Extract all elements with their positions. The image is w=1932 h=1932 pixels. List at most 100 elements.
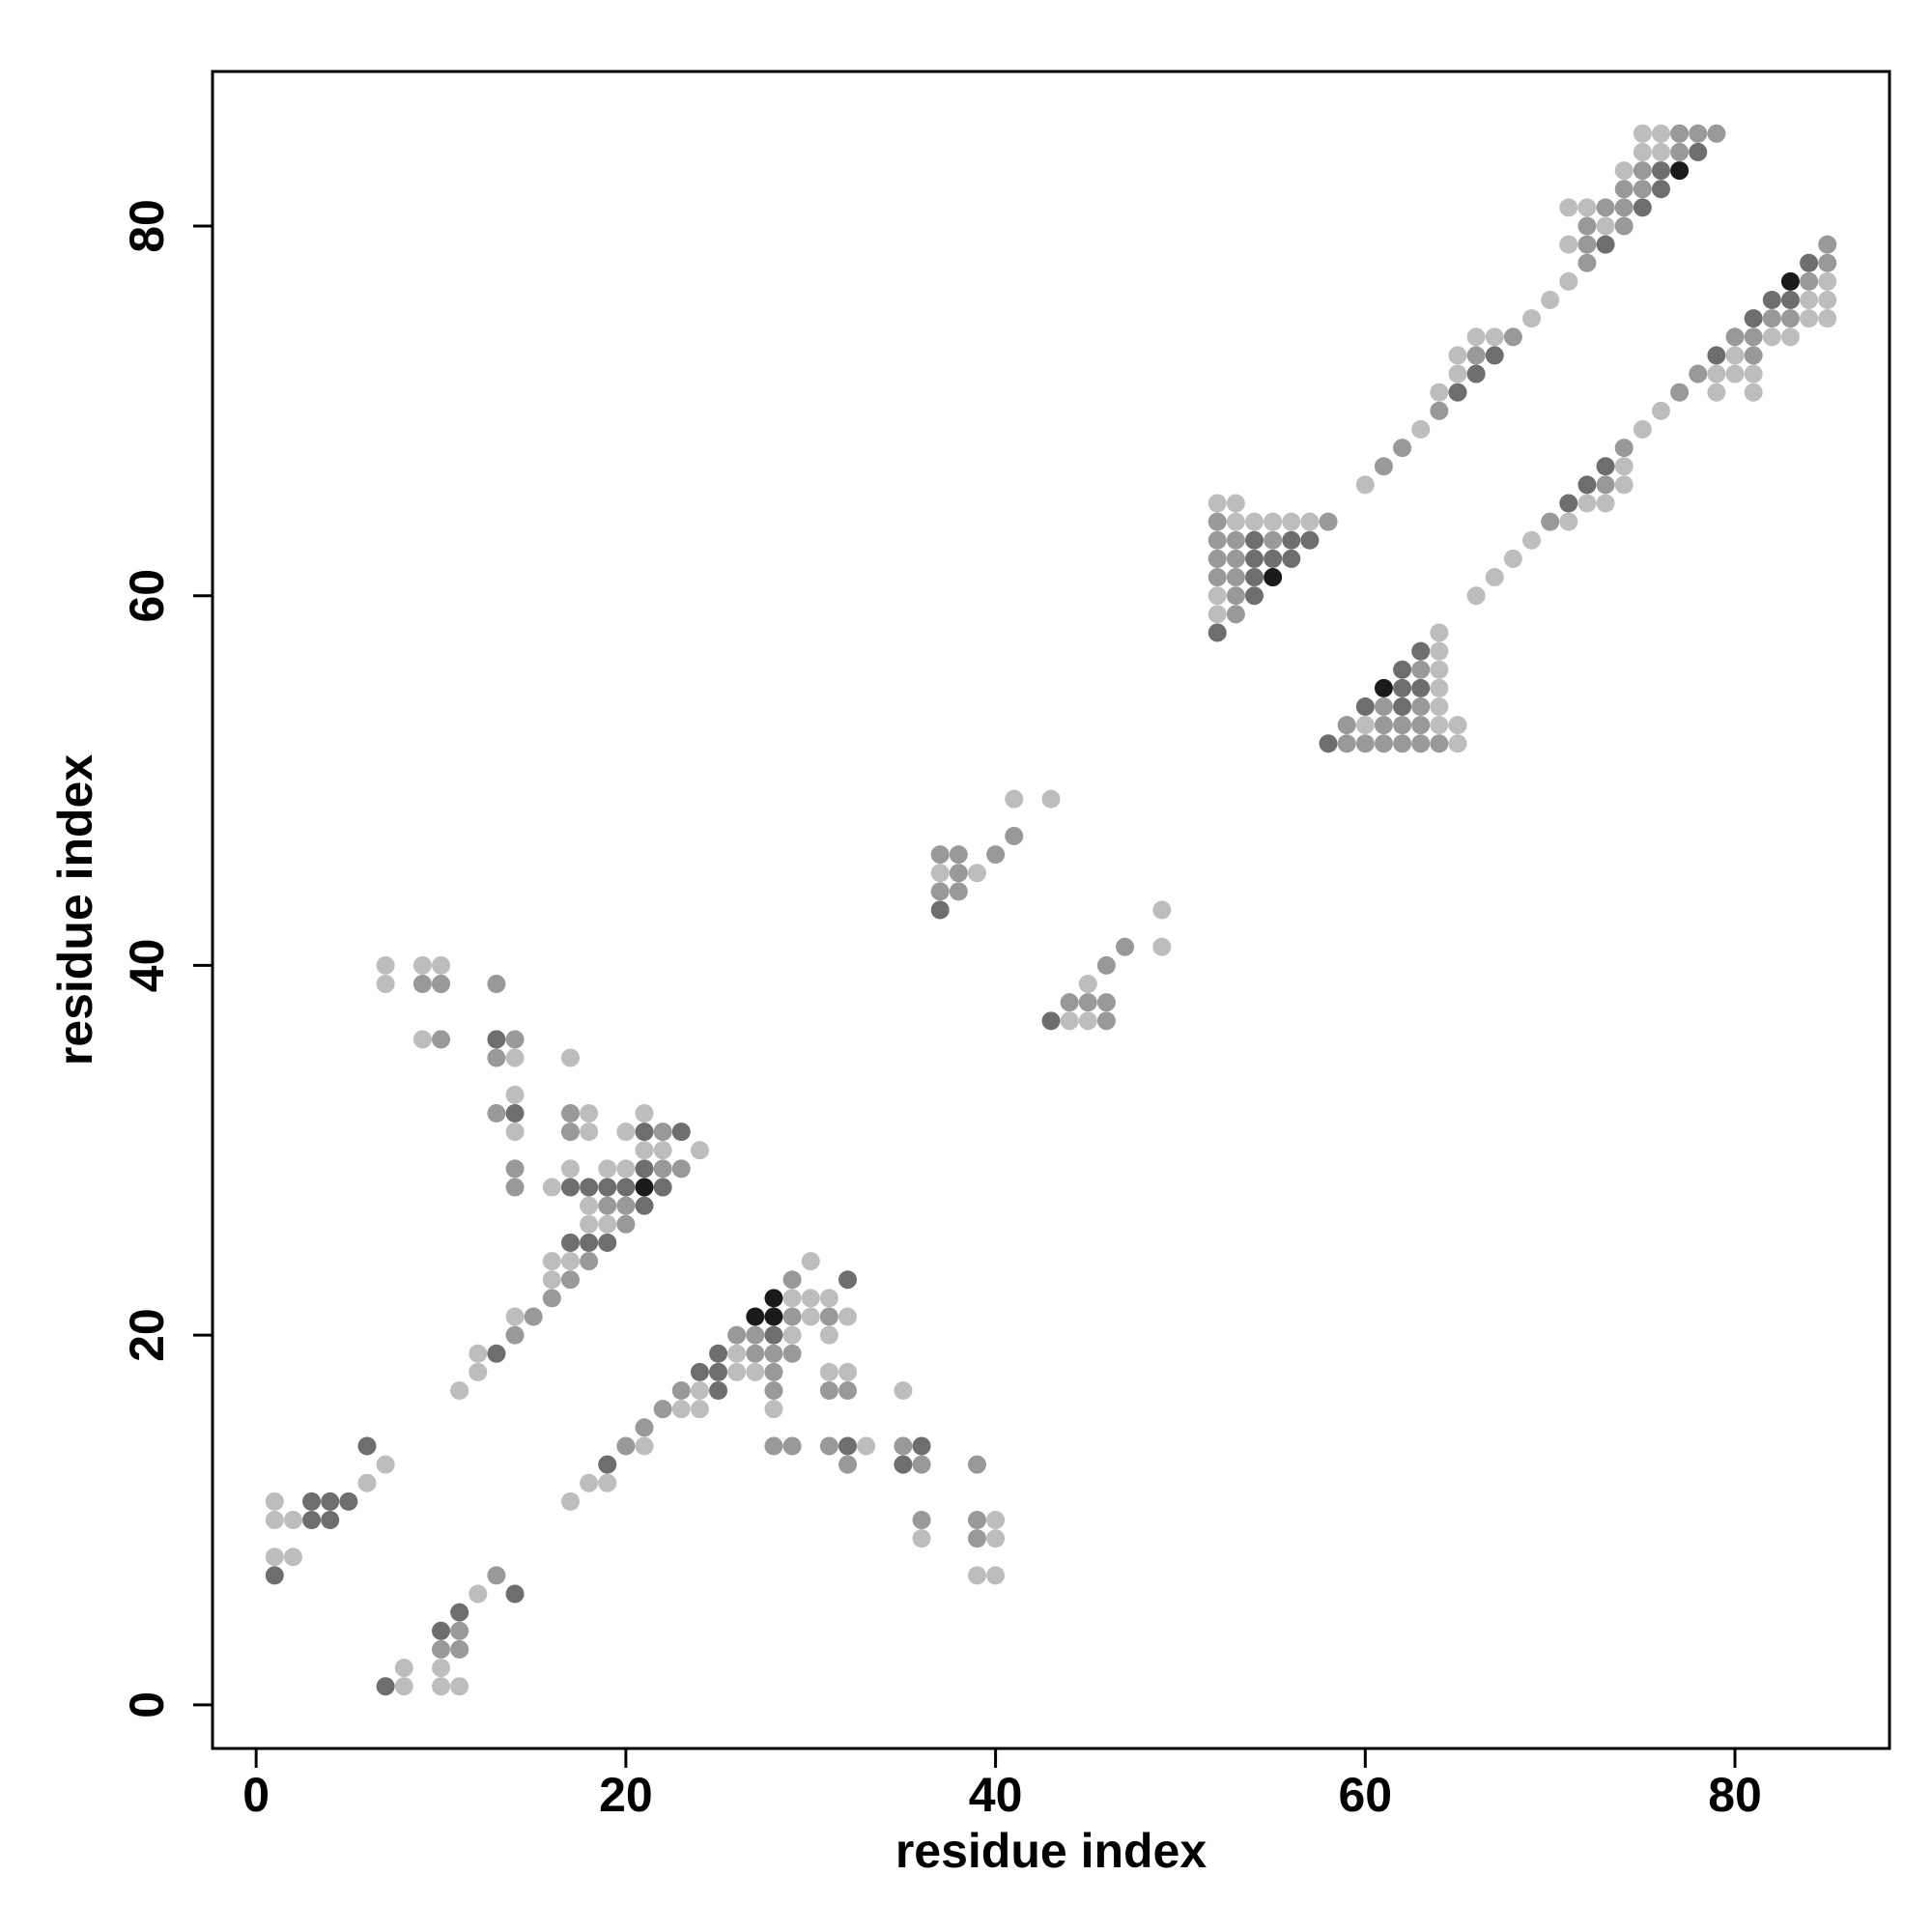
point (1282, 549, 1301, 568)
point (1355, 697, 1375, 717)
point (1393, 697, 1412, 717)
point (967, 1566, 986, 1585)
point (505, 1085, 525, 1104)
point (1430, 623, 1449, 642)
point (819, 1381, 838, 1401)
point (1152, 937, 1172, 956)
point (1282, 512, 1301, 531)
point (616, 1159, 636, 1179)
point (1614, 161, 1634, 181)
point (967, 1455, 986, 1474)
point (598, 1159, 617, 1179)
point (746, 1344, 765, 1363)
point (727, 1344, 747, 1363)
point (1411, 697, 1431, 717)
point (709, 1344, 728, 1363)
x-tick-label: 20 (599, 1768, 653, 1822)
point (1744, 346, 1763, 365)
point (838, 1270, 858, 1290)
point (1005, 789, 1024, 809)
point (1689, 124, 1708, 143)
point (1411, 716, 1431, 735)
point (1393, 716, 1412, 735)
point (1393, 439, 1412, 458)
point (1670, 383, 1690, 402)
point (949, 845, 968, 865)
point (542, 1178, 561, 1197)
point (1559, 198, 1578, 217)
point (912, 1510, 931, 1529)
point (1651, 142, 1670, 161)
point (1780, 271, 1800, 291)
point (1762, 309, 1781, 328)
point (1707, 346, 1726, 365)
point (616, 1436, 636, 1456)
point (1226, 494, 1245, 513)
point (653, 1159, 672, 1179)
point (746, 1307, 765, 1326)
point (986, 1566, 1006, 1585)
point (376, 955, 395, 975)
point (671, 1381, 691, 1401)
point (1762, 291, 1781, 310)
point (1226, 512, 1245, 531)
point (487, 1030, 506, 1049)
point (912, 1529, 931, 1548)
point (1244, 512, 1264, 531)
point (1707, 364, 1726, 384)
point (1780, 291, 1800, 310)
point (1818, 235, 1837, 254)
point (1430, 401, 1449, 420)
point (524, 1307, 543, 1326)
point (1319, 512, 1338, 531)
point (505, 1307, 525, 1326)
point (653, 1178, 672, 1197)
point (1762, 327, 1781, 347)
point (1651, 161, 1670, 181)
point (1300, 512, 1320, 531)
point (838, 1455, 858, 1474)
point (560, 1252, 580, 1271)
point (1208, 605, 1227, 624)
point (635, 1159, 654, 1179)
point (1485, 346, 1504, 365)
point (580, 1252, 599, 1271)
point (819, 1325, 838, 1345)
point (1559, 271, 1578, 291)
point (560, 1492, 580, 1511)
y-tick-label: 80 (120, 199, 174, 253)
y-tick-label: 0 (120, 1691, 174, 1719)
point (450, 1621, 469, 1640)
point (838, 1436, 858, 1456)
point (1374, 697, 1393, 717)
point (709, 1362, 728, 1381)
point (764, 1344, 783, 1363)
point (1651, 124, 1670, 143)
point (412, 955, 432, 975)
point (1244, 568, 1264, 587)
point (1448, 716, 1467, 735)
point (321, 1510, 340, 1529)
point (1633, 142, 1652, 161)
point (782, 1289, 802, 1308)
point (1689, 142, 1708, 161)
point (1208, 568, 1227, 587)
point (1466, 364, 1486, 384)
point (1466, 586, 1486, 606)
point (487, 1344, 506, 1363)
point (1264, 568, 1283, 587)
point (690, 1400, 709, 1419)
point (894, 1381, 913, 1401)
point (339, 1492, 358, 1511)
point (1226, 530, 1245, 550)
point (1596, 457, 1615, 476)
point (560, 1233, 580, 1252)
point (967, 864, 986, 883)
point (1208, 586, 1227, 606)
point (302, 1510, 322, 1529)
point (709, 1381, 728, 1401)
point (1337, 716, 1356, 735)
point (505, 1159, 525, 1179)
point (1522, 530, 1542, 550)
point (1670, 142, 1690, 161)
